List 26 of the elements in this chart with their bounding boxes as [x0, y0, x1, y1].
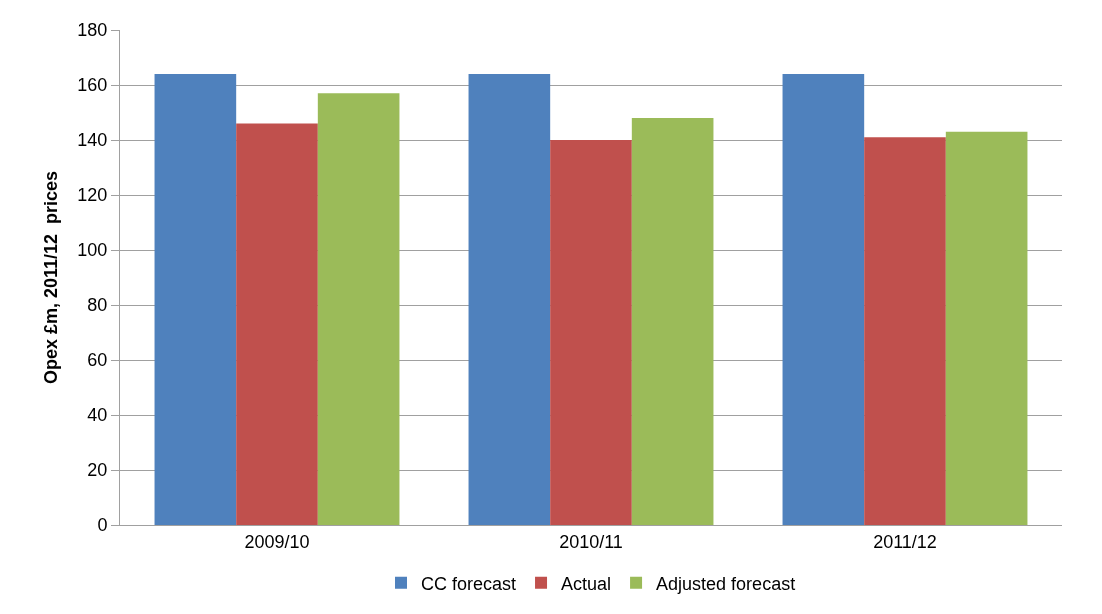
bar — [782, 74, 865, 525]
y-tick-label: 140 — [77, 130, 108, 151]
y-tick-label: 40 — [87, 405, 108, 426]
bar — [468, 74, 551, 525]
bar — [236, 123, 318, 525]
x-tick-label: 2011/12 — [873, 531, 937, 552]
y-tick-label: 100 — [77, 240, 108, 261]
y-tick-label: 0 — [97, 515, 108, 536]
bar — [550, 140, 632, 525]
bar — [631, 118, 714, 525]
y-tick-label: 180 — [77, 20, 108, 41]
x-tick-label: 2010/11 — [559, 531, 623, 552]
y-axis-title: Opex £m, 2011/12 prices — [40, 170, 61, 385]
y-tick-label: 120 — [77, 185, 108, 206]
legend-label: Actual — [561, 573, 612, 594]
y-tick-label: 160 — [77, 75, 108, 96]
bar — [154, 74, 237, 525]
y-tick-label: 60 — [87, 350, 108, 371]
y-tick-label: 20 — [87, 460, 108, 481]
bar — [317, 93, 400, 525]
legend-label: CC forecast — [421, 573, 517, 594]
bar — [945, 131, 1028, 525]
y-tick-label: 80 — [87, 295, 108, 316]
x-tick-label: 2009/10 — [244, 531, 310, 552]
bar — [864, 137, 946, 525]
legend-label: Adjusted forecast — [656, 573, 796, 594]
